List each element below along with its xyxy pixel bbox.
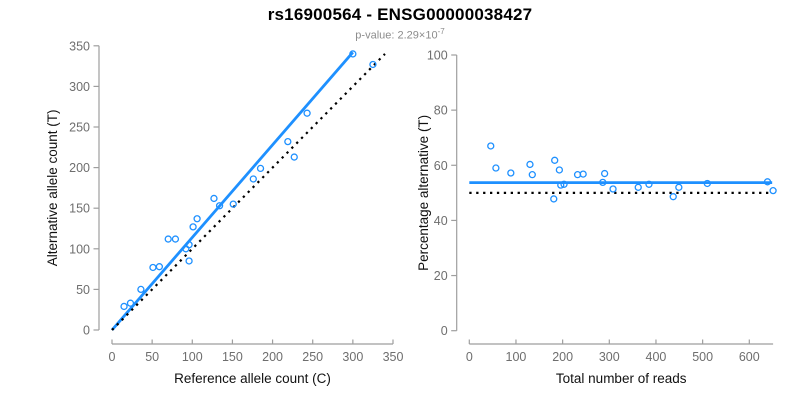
x-tick-label: 100 xyxy=(182,350,203,364)
data-point xyxy=(669,193,677,201)
x-tick-label: 500 xyxy=(692,350,713,364)
y-tick-label: 250 xyxy=(69,121,90,135)
data-point xyxy=(507,169,515,177)
x-tick-label: 0 xyxy=(466,350,473,364)
data-point xyxy=(526,160,534,169)
x-tick-label: 100 xyxy=(506,350,527,364)
y-axis-label: Alternative allele count (T) xyxy=(45,109,60,266)
data-point xyxy=(185,257,193,265)
chart-title: rs16900564 - ENSG00000038427 xyxy=(267,5,533,24)
data-point xyxy=(763,178,772,186)
data-point xyxy=(164,235,172,243)
data-point xyxy=(551,156,559,164)
data-point xyxy=(634,183,642,191)
percentage-vs-reads-panel: 0 100 200 300 400 500 600 0 20 40 60 80 100 Total num… xyxy=(416,49,777,386)
data-point xyxy=(120,302,128,311)
x-tick-label: 150 xyxy=(222,350,243,364)
data-point xyxy=(290,153,298,161)
data-point xyxy=(215,202,224,210)
data-point xyxy=(303,109,311,117)
y-tick-label: 20 xyxy=(434,269,448,283)
y-tick-label: 0 xyxy=(83,324,90,338)
data-point xyxy=(769,186,777,195)
y-tick-label: 40 xyxy=(434,214,448,228)
data-point xyxy=(703,179,711,188)
x-tick-label: 350 xyxy=(383,350,404,364)
data-point xyxy=(193,215,201,223)
data-point xyxy=(492,164,500,172)
y-tick-label: 100 xyxy=(69,242,90,256)
fit-line xyxy=(110,51,354,331)
y-axis-label: Percentage alternative (T) xyxy=(416,115,431,271)
x-tick-label: 600 xyxy=(739,350,760,364)
data-point xyxy=(609,185,617,193)
x-tick-label: 300 xyxy=(599,350,620,364)
y-tick-label: 100 xyxy=(427,49,448,63)
data-point xyxy=(555,166,564,174)
data-point xyxy=(137,285,145,294)
y-tick-label: 350 xyxy=(69,39,90,53)
x-tick-label: 300 xyxy=(342,350,363,364)
x-tick-label: 200 xyxy=(262,350,283,364)
identity-line xyxy=(111,53,386,331)
data-point xyxy=(229,200,237,208)
y-tick-label: 80 xyxy=(434,104,448,118)
x-axis-label: Total number of reads xyxy=(556,371,687,386)
data-point xyxy=(185,241,193,249)
figure-header: rs16900564 - ENSG00000038427 p-value: 2.… xyxy=(0,5,800,42)
allele-counts-panel: 0 50 100 150 200 250 300 350 0 50 100 150 200 250 300 3… xyxy=(45,39,403,386)
data-point xyxy=(560,180,568,188)
data-point xyxy=(528,171,536,179)
x-tick-label: 0 xyxy=(109,350,116,364)
data-point xyxy=(600,169,609,178)
y-tick-label: 300 xyxy=(69,80,90,94)
chart-subtitle: p-value: 2.29×10-7 xyxy=(0,27,800,42)
x-tick-label: 400 xyxy=(646,350,667,364)
data-point xyxy=(557,181,565,189)
data-point xyxy=(675,183,683,191)
data-point xyxy=(126,299,135,307)
pvalue-text: p-value: 2.29×10 xyxy=(355,29,438,42)
data-point xyxy=(487,142,495,150)
data-point xyxy=(550,195,558,203)
y-tick-label: 0 xyxy=(441,324,448,338)
pvalue-exponent: -7 xyxy=(437,27,445,36)
data-point xyxy=(210,194,218,203)
x-axis-label: Reference allele count (C) xyxy=(174,371,331,386)
x-tick-label: 250 xyxy=(302,350,323,364)
y-tick-label: 200 xyxy=(69,161,90,175)
data-point xyxy=(645,180,653,188)
x-tick-label: 50 xyxy=(145,350,159,364)
y-tick-label: 60 xyxy=(434,159,448,173)
data-point xyxy=(369,60,377,69)
y-tick-label: 50 xyxy=(76,283,90,297)
data-point xyxy=(149,263,157,272)
data-point xyxy=(284,137,292,146)
data-point xyxy=(599,178,607,187)
x-tick-label: 200 xyxy=(552,350,573,364)
data-point xyxy=(189,223,197,231)
data-point xyxy=(256,164,265,173)
data-point xyxy=(155,263,164,271)
data-point xyxy=(349,50,357,58)
data-point xyxy=(579,170,587,178)
data-point xyxy=(249,175,257,183)
data-point xyxy=(171,235,180,243)
y-tick-label: 150 xyxy=(69,202,90,216)
